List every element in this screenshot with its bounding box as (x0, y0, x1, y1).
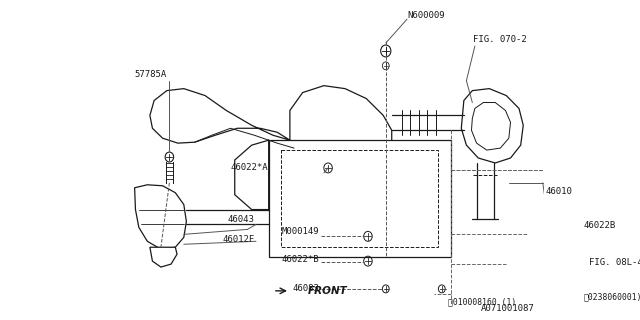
Text: 46043: 46043 (227, 215, 254, 224)
Text: 46012F: 46012F (222, 235, 254, 244)
Polygon shape (150, 247, 177, 267)
Polygon shape (472, 102, 511, 150)
Text: N600009: N600009 (407, 11, 445, 20)
Text: 46022*B: 46022*B (282, 255, 319, 264)
Text: FIG. 070-2: FIG. 070-2 (473, 35, 527, 44)
Polygon shape (561, 257, 584, 273)
Text: 57785A: 57785A (134, 70, 167, 79)
Text: 46083: 46083 (292, 284, 319, 293)
Text: ␳010008160 (1): ␳010008160 (1) (448, 297, 516, 306)
Text: 46022B: 46022B (584, 221, 616, 230)
Text: FIG. 08L-4: FIG. 08L-4 (589, 258, 640, 267)
Text: FRONT: FRONT (308, 286, 348, 296)
Text: 46010: 46010 (545, 187, 572, 196)
Polygon shape (134, 185, 186, 249)
Polygon shape (461, 89, 524, 163)
Text: 46022*A: 46022*A (230, 164, 268, 172)
Text: ␵0238060001): ␵0238060001) (584, 292, 640, 301)
Text: A071001087: A071001087 (481, 304, 534, 313)
Text: M000149: M000149 (282, 227, 319, 236)
